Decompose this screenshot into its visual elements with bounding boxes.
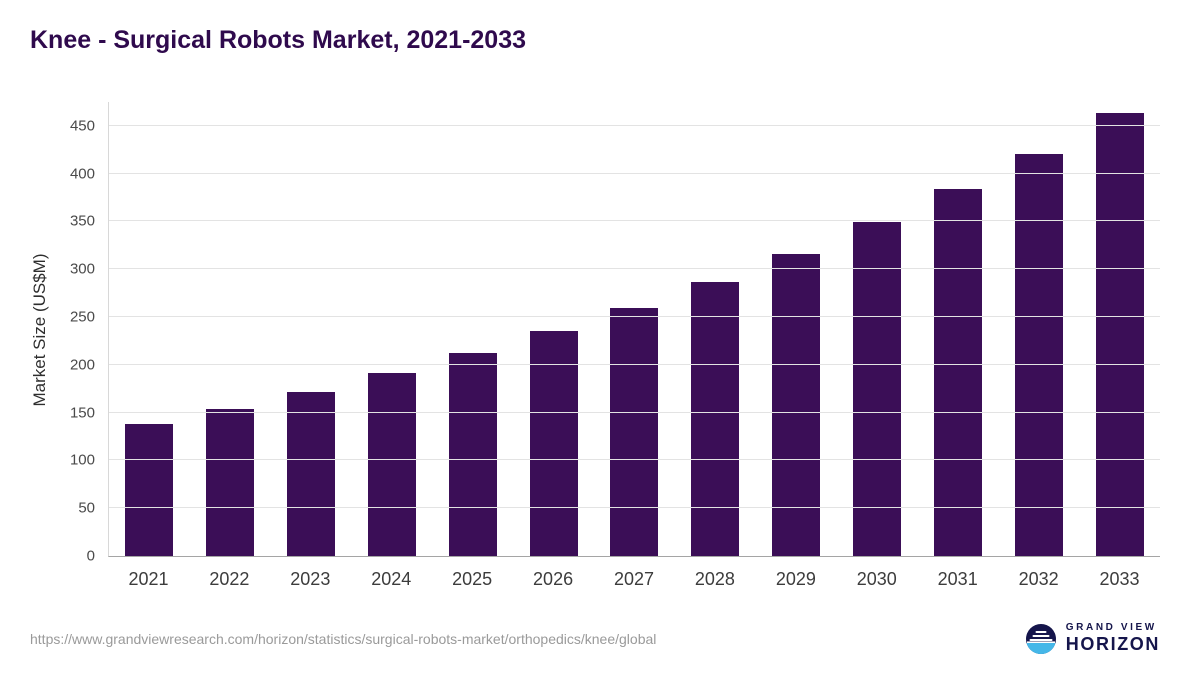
bar-2022 [206, 408, 255, 556]
gridline [109, 411, 1160, 413]
x-tick-label: 2024 [371, 569, 412, 589]
grand-view-horizon-logo: GRAND VIEW HORIZON [1025, 622, 1160, 655]
bar-2026 [529, 331, 578, 556]
gridline [109, 220, 1160, 222]
bar-slot [917, 102, 998, 556]
logo-line2: HORIZON [1065, 634, 1160, 654]
gridline [109, 363, 1160, 365]
y-tick-label: 400 [69, 165, 95, 183]
x-tick-label: 2031 [937, 569, 978, 589]
y-tick-label: 0 [86, 547, 95, 565]
bar-slot [1079, 102, 1160, 556]
plot-area: 0 50 100 150 200 250 300 350 400 450 [70, 102, 1160, 564]
bar-2032 [1014, 153, 1063, 556]
page-title: Knee - Surgical Robots Market, 2021-2033 [30, 26, 527, 54]
x-tick-label: 2025 [452, 569, 493, 589]
bar-slot [675, 102, 756, 556]
y-tick-label: 100 [69, 451, 95, 469]
gridline [109, 172, 1160, 174]
y-axis-label: Market Size (US$M) [30, 253, 49, 407]
y-tick-label: 250 [69, 308, 95, 326]
y-tick-label: 200 [69, 356, 95, 374]
bar-chart: 0 50 100 150 200 250 300 350 400 450 2021 2022 2023… [70, 102, 1160, 590]
x-tick-label: 2022 [209, 569, 250, 589]
bar-2024 [367, 373, 416, 556]
x-tick-label: 2021 [128, 569, 169, 589]
bar-2031 [933, 188, 982, 556]
bar-2028 [691, 281, 740, 556]
y-tick-label: 150 [69, 404, 95, 422]
gridline [109, 124, 1160, 126]
gridline [109, 316, 1160, 318]
y-tick-label: 50 [78, 499, 95, 517]
gridline [109, 268, 1160, 270]
horizon-logo-icon [1025, 623, 1057, 655]
x-tick-label: 2029 [775, 569, 816, 589]
x-tick-label: 2033 [1099, 569, 1140, 589]
bar-slot [594, 102, 675, 556]
bar-slot [352, 102, 433, 556]
bar-2025 [448, 353, 497, 556]
bar-slot [271, 102, 352, 556]
bar-2030 [853, 222, 902, 556]
y-tick-label: 350 [69, 212, 95, 230]
bar-2033 [1095, 113, 1144, 556]
x-tick-label: 2026 [533, 569, 574, 589]
bar-2021 [125, 424, 174, 556]
x-tick-label: 2032 [1018, 569, 1059, 589]
x-tick-label: 2027 [613, 569, 655, 589]
x-tick-label: 2030 [856, 569, 897, 589]
gridline [109, 459, 1160, 461]
logo-line1: GRAND VIEW [1065, 622, 1157, 633]
x-tick-label: 2023 [290, 569, 331, 589]
bars-container [109, 102, 1160, 556]
bar-slot [513, 102, 594, 556]
bar-slot [756, 102, 837, 556]
bar-2023 [287, 391, 336, 556]
bar-slot [109, 102, 190, 556]
bar-slot [998, 102, 1079, 556]
logo-text: GRAND VIEW HORIZON [1066, 622, 1160, 655]
y-tick-label: 300 [69, 260, 95, 278]
bar-2029 [772, 253, 821, 556]
bar-slot [432, 102, 513, 556]
bar-2027 [610, 308, 659, 556]
x-axis-labels: 2021 2022 2023 2024 2025 2026 2027 2028 2029 2030… [108, 569, 1160, 590]
bar-slot [837, 102, 918, 556]
x-tick-label: 2028 [694, 569, 735, 589]
y-tick-label: 450 [69, 117, 95, 135]
source-url: https://www.grandviewresearch.com/horizo… [30, 631, 657, 647]
bar-slot [190, 102, 271, 556]
gridline [109, 507, 1160, 509]
